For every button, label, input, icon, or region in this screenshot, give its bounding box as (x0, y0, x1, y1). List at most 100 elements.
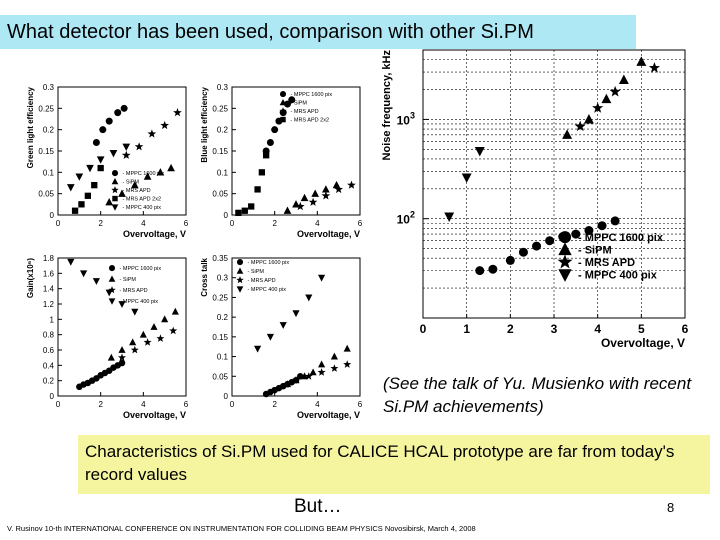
legend-marker (236, 267, 244, 274)
data-point (266, 138, 274, 146)
data-point (283, 206, 292, 214)
data-point (118, 346, 126, 353)
data-point (248, 203, 255, 210)
data-point (130, 345, 139, 354)
x-tick-label: 0 (56, 400, 61, 409)
data-point (66, 184, 75, 192)
data-point (318, 360, 326, 368)
x-tick-label: 6 (184, 400, 189, 409)
data-point (461, 173, 472, 183)
data-point (562, 129, 573, 139)
legend-marker (108, 298, 116, 305)
data-point (143, 338, 152, 346)
y-tick-label: 1.2 (43, 300, 55, 309)
x-tick-label: 0 (230, 219, 235, 228)
data-point (78, 201, 85, 208)
data-point (305, 294, 313, 302)
data-point (321, 191, 331, 200)
data-point (118, 189, 126, 197)
x-tick-label: 3 (551, 322, 558, 336)
legend-marker (112, 195, 118, 202)
y-axis-label: Green light efficiency (26, 86, 35, 168)
x-tick-label: 0 (420, 322, 427, 336)
y-tick-label: 0.3 (217, 274, 229, 283)
legend-marker (557, 254, 573, 269)
legend-label: - SiPM (123, 180, 140, 186)
data-point (308, 197, 318, 206)
x-tick-label: 2 (272, 400, 277, 409)
slide-title: What detector has been used, comparison … (7, 21, 534, 43)
legend-marker (111, 204, 119, 211)
data-point (304, 372, 313, 380)
legend-label: - MRS APD 2x2 (123, 197, 162, 203)
x-tick-label: 6 (358, 219, 363, 228)
x-tick-label: 4 (594, 322, 601, 336)
y-tick-label: 0 (224, 211, 229, 220)
y-tick-label: 0.3 (43, 83, 55, 92)
data-point (147, 129, 157, 138)
legend-marker (108, 265, 116, 272)
data-point (120, 104, 128, 112)
legend-label: - SiPM (120, 277, 137, 283)
data-point (295, 201, 305, 211)
data-point (109, 149, 118, 158)
data-point (134, 142, 144, 151)
legend-label: - MPPC 1600 pix (578, 232, 664, 244)
data-point (80, 270, 88, 278)
data-point (488, 264, 498, 274)
y-tick-label: 0.35 (212, 254, 228, 263)
data-point (262, 152, 270, 159)
data-point (311, 189, 320, 197)
chart-green: 0 2 4 6 0 0.05 0.1 0.15 0.2 0.25 0.3 Overvoltage, V… (26, 83, 189, 239)
data-point (283, 380, 292, 388)
data-point (161, 315, 169, 323)
data-point (444, 212, 455, 222)
data-point (139, 330, 147, 338)
data-point (618, 74, 629, 84)
y-tick-label: 0 (50, 392, 55, 401)
x-tick-label: 4 (141, 219, 146, 228)
summary-box (78, 435, 710, 494)
x-tick-label: 0 (230, 400, 235, 409)
data-point (86, 164, 94, 173)
legend-marker (236, 286, 244, 293)
legend-marker (108, 286, 116, 294)
y-tick-label: 0.25 (212, 293, 228, 302)
legend-label: - MPPC 400 pix (120, 299, 159, 305)
data-point (648, 62, 660, 73)
x-tick-label: 2 (98, 400, 103, 409)
data-point (167, 163, 175, 172)
legend-label: - MPPC 400 pix (248, 287, 287, 293)
data-point (156, 168, 165, 176)
y-tick-label: 0.1 (217, 353, 229, 362)
legend-label: - MPPC 400 pix (578, 270, 658, 282)
data-point (105, 198, 114, 206)
data-point (130, 180, 139, 189)
legend-label: - MPPC 400 pix (123, 205, 162, 211)
legend-marker (111, 170, 119, 177)
talk-reference-caption: (See the talk of Yu. Musienko with recen… (383, 374, 692, 416)
y-tick-label: 0.6 (43, 346, 55, 355)
legend-marker (279, 98, 287, 106)
data-point (67, 258, 75, 266)
x-tick-label: 4 (315, 400, 320, 409)
y-tick-label: 1.4 (43, 285, 55, 294)
data-point (317, 368, 326, 376)
data-point (505, 255, 515, 265)
y-tick-label: 0.05 (212, 372, 228, 381)
legend-marker (279, 91, 287, 98)
x-tick-label: 6 (184, 219, 189, 228)
y-tick-label: 0.1 (43, 168, 55, 177)
summary-text: Characteristics of Si.PM used for CALICE… (85, 442, 675, 484)
data-point (309, 368, 317, 376)
x-tick-label: 1 (463, 322, 470, 336)
y-tick-label: 0.2 (217, 313, 229, 322)
data-point (114, 109, 122, 117)
x-tick-label: 5 (638, 322, 645, 336)
legend-label: - MPPC 1600 pix (120, 266, 162, 272)
data-point (347, 180, 356, 189)
data-point (574, 120, 586, 132)
y-tick-label: 103 (397, 110, 415, 127)
data-point (545, 236, 555, 246)
